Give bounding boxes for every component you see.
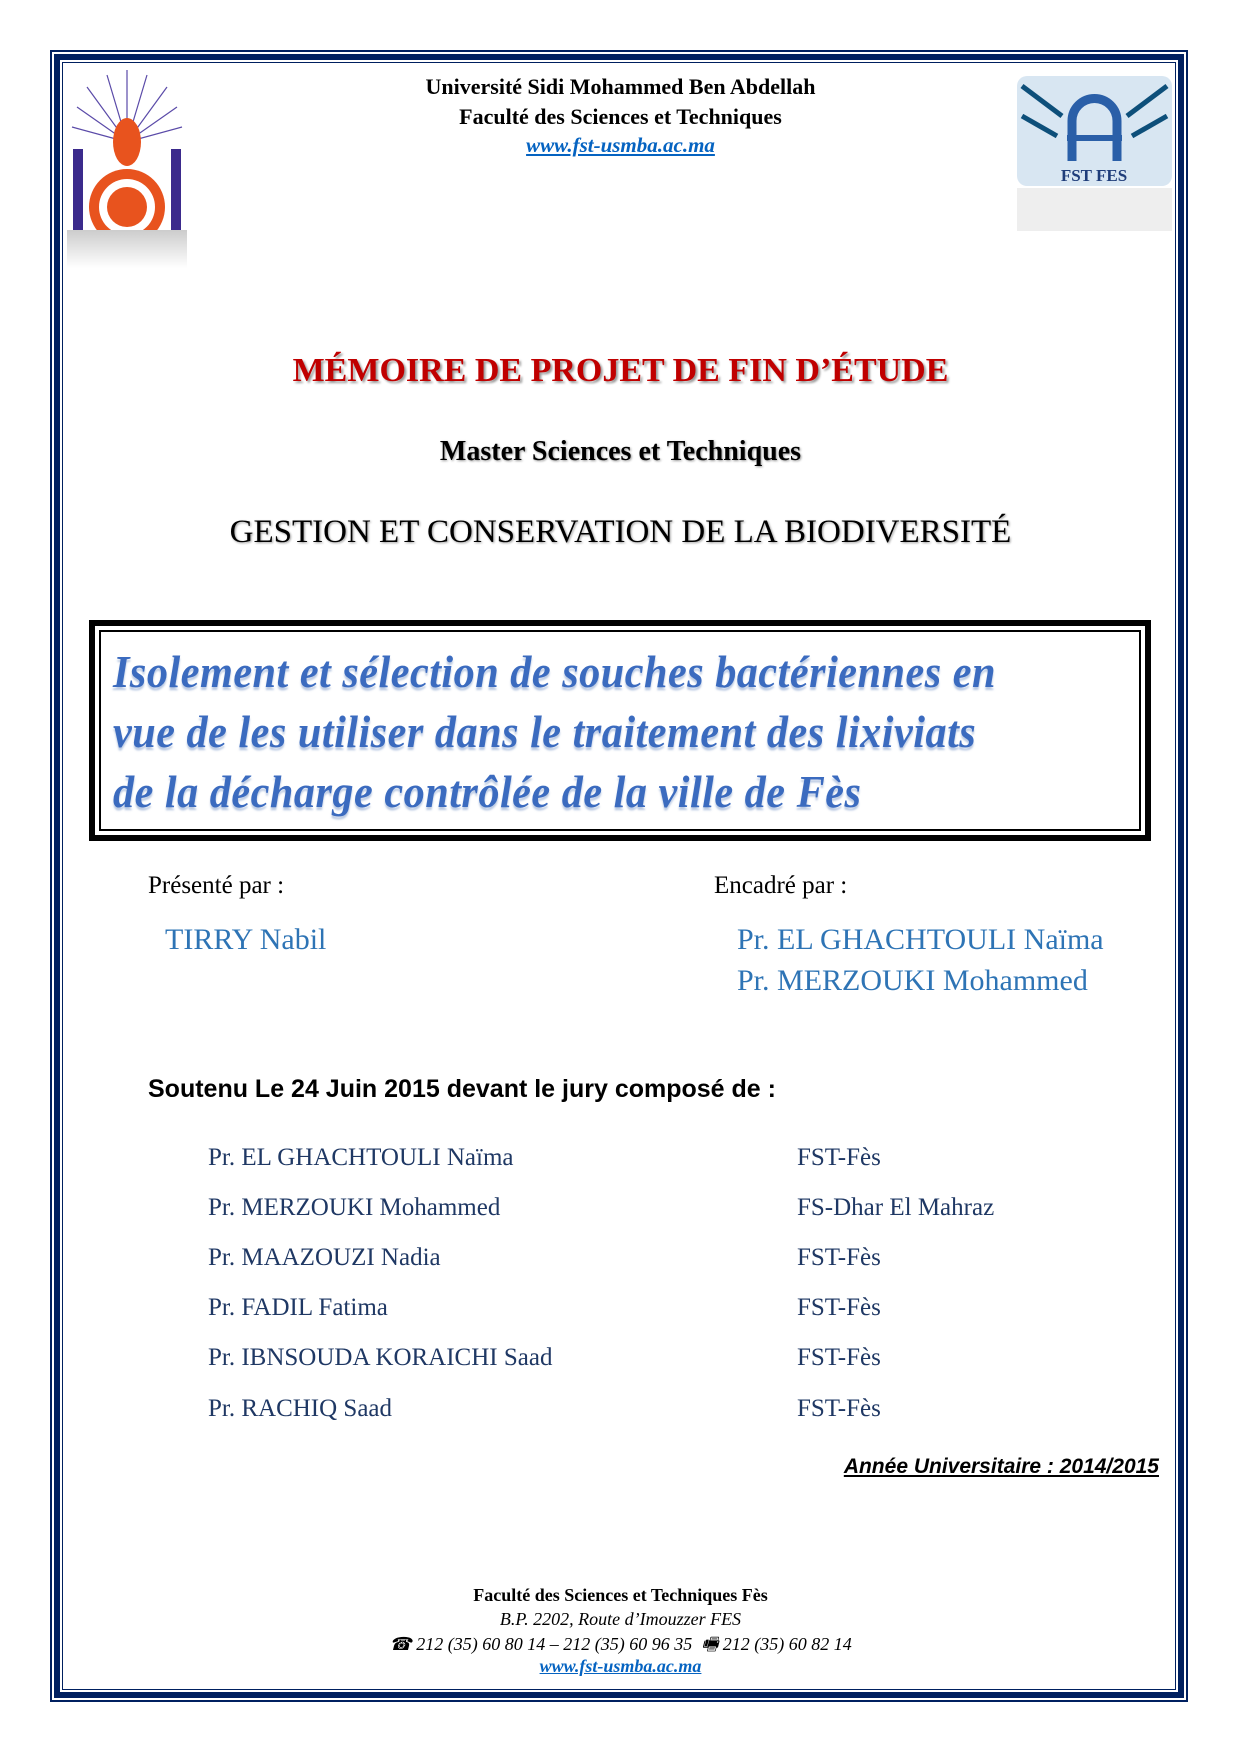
- specialty: GESTION ET CONSERVATION DE LA BIODIVERSI…: [229, 514, 1012, 550]
- thesis-title-box: Isolement et sélection de souches bactér…: [89, 620, 1151, 841]
- svg-text:FST FES: FST FES: [1061, 166, 1127, 185]
- website-link[interactable]: www.fst-usmba.ac.ma: [526, 133, 715, 157]
- university-logo-reflection: [67, 230, 187, 268]
- academic-year: Année Universitaire : 2014/2015: [843, 1455, 1159, 1478]
- jury-member-name: Pr. RACHIQ Saad: [208, 1395, 393, 1422]
- document-type: MÉMOIRE DE PROJET DE FIN D’ÉTUDE: [292, 352, 949, 389]
- defense-statement: Soutenu Le 24 Juin 2015 devant le jury c…: [148, 1075, 776, 1103]
- thesis-title-line: Isolement et sélection de souches bactér…: [113, 646, 996, 697]
- thesis-title-line: vue de les utiliser dans le traitement d…: [113, 706, 977, 757]
- footer-faculty: Faculté des Sciences et Techniques Fès: [473, 1585, 768, 1605]
- page-border: [54, 54, 1184, 1698]
- footer-contact: ☎ 212 (35) 60 80 14 – 212 (35) 60 96 35 …: [0, 1632, 1241, 1662]
- footer-fax: 212 (35) 60 82 14: [722, 1634, 852, 1654]
- footer-phone: 212 (35) 60 80 14 – 212 (35) 60 96 35: [416, 1634, 693, 1654]
- footer-address: B.P. 2202, Route d’Imouzzer FES: [499, 1609, 742, 1629]
- jury-member-institution: FS-Dhar El Mahraz: [797, 1194, 995, 1221]
- supervisor-name: Pr. EL GHACHTOULI Naïma: [737, 923, 1104, 956]
- page-border-outer: [50, 50, 1188, 1702]
- faculty-name: Faculté des Sciences et Techniques: [459, 104, 782, 129]
- presented-by-label: Présenté par :: [148, 872, 285, 899]
- page-border-inner: [62, 62, 1176, 1690]
- program: Master Sciences et Techniques: [439, 436, 802, 467]
- fax-icon: 🖷: [701, 1634, 719, 1654]
- university-name: Université Sidi Mohammed Ben Abdellah: [425, 74, 816, 99]
- jury-member-name: Pr. IBNSOUDA KORAICHI Saad: [208, 1344, 553, 1371]
- jury-member-institution: FST-Fès: [797, 1144, 881, 1171]
- footer-website-link[interactable]: www.fst-usmba.ac.ma: [539, 1656, 702, 1676]
- thesis-title-line: de la décharge contrôlée de la ville de …: [113, 766, 862, 817]
- jury-member-institution: FST-Fès: [797, 1344, 881, 1371]
- jury-member-institution: FST-Fès: [797, 1395, 881, 1422]
- jury-member-name: Pr. MERZOUKI Mohammed: [208, 1194, 501, 1221]
- jury-member-name: Pr. FADIL Fatima: [208, 1294, 388, 1321]
- phone-icon: ☎: [389, 1634, 412, 1654]
- fst-fes-logo: FST FES: [1017, 76, 1172, 231]
- student-name: TIRRY Nabil: [165, 923, 327, 956]
- jury-member-name: Pr. MAAZOUZI Nadia: [208, 1244, 441, 1271]
- supervised-by-label: Encadré par :: [714, 872, 848, 899]
- jury-member-name: Pr. EL GHACHTOULI Naïma: [208, 1144, 514, 1171]
- university-logo: [71, 70, 183, 259]
- jury-member-institution: FST-Fès: [797, 1244, 881, 1271]
- jury-member-institution: FST-Fès: [797, 1294, 881, 1321]
- supervisor-name: Pr. MERZOUKI Mohammed: [737, 964, 1088, 997]
